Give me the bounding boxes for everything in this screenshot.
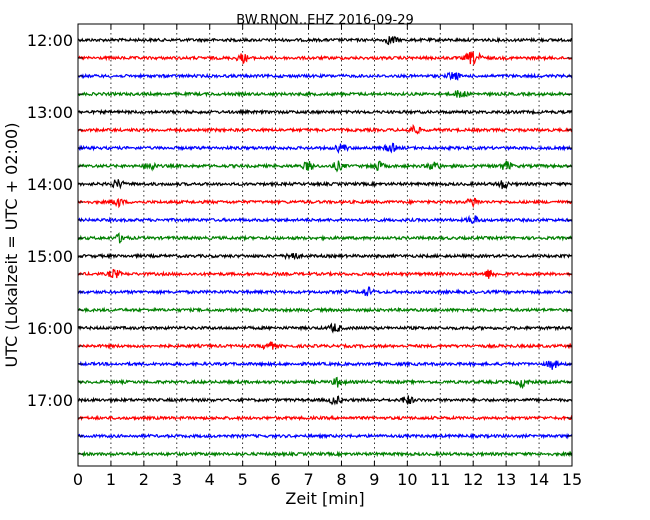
x-tick-label: 7 [303,470,313,489]
x-tick-label: 14 [529,470,549,489]
y-tick-label: 15:00 [27,247,73,266]
x-axis-label: Zeit [min] [285,489,364,508]
x-tick-label: 11 [430,470,450,489]
y-axis-label: UTC (Lokalzeit = UTC + 02:00) [2,123,21,368]
x-tick-label: 4 [205,470,215,489]
seismogram-trace [77,108,573,116]
x-tick-label: 0 [73,470,83,489]
y-axis-ticks: 12:00 13:00 14:00 15:00 16:00 17:00 [27,31,572,455]
seismogram-trace [77,51,573,66]
seismogram-trace [77,35,573,46]
y-tick-label: 13:00 [27,103,73,122]
seismogram-trace [77,341,573,351]
x-tick-label: 12 [463,470,483,489]
x-tick-label: 13 [496,470,516,489]
x-tick-label: 5 [238,470,248,489]
seismogram-trace [77,214,573,224]
seismogram-trace [77,252,573,261]
x-axis-ticks: 0 1 2 3 4 5 6 7 8 9 10 11 12 13 14 15 [73,24,582,489]
seismogram-trace [77,90,573,98]
y-tick-label: 14:00 [27,175,73,194]
seismogram-trace [77,268,573,279]
seismogram-trace [77,322,573,334]
seismogram-trace [77,160,573,173]
seismogram-trace [77,179,573,190]
x-tick-label: 3 [172,470,182,489]
x-tick-label: 8 [336,470,346,489]
x-tick-label: 6 [271,470,281,489]
seismogram-trace [77,359,573,370]
seismogram-trace [77,142,573,155]
y-tick-label: 12:00 [27,31,73,50]
x-tick-label: 1 [106,470,116,489]
x-tick-label: 10 [397,470,417,489]
y-tick-label: 17:00 [27,391,73,410]
seismogram-trace [77,286,573,297]
seismogram-trace [77,414,573,422]
seismogram-trace [77,432,573,440]
seismogram-trace [77,71,573,81]
plot-frame [77,23,573,467]
x-tick-label: 15 [562,470,582,489]
y-tick-label: 16:00 [27,319,73,338]
seismogram-trace [77,197,573,209]
seismogram-trace [77,123,573,135]
seismogram-trace [77,232,573,244]
vertical-gridlines [110,24,540,466]
x-tick-label: 2 [139,470,149,489]
seismogram-trace [77,395,573,406]
chart-title: BW.RNON..EHZ 2016-09-29 [236,13,414,28]
seismogram-traces [77,35,573,458]
seismogram-trace [77,306,573,314]
seismogram-trace [77,450,573,458]
x-tick-label: 9 [369,470,379,489]
seismogram-trace [77,376,573,390]
